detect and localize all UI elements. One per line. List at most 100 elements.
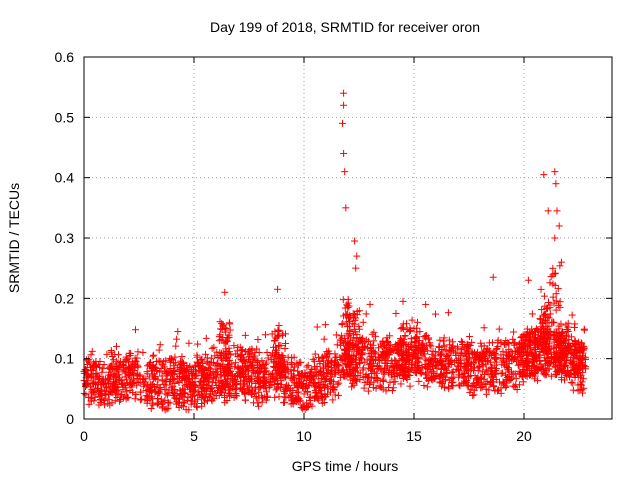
- data-point: [213, 360, 221, 368]
- data-point: [356, 334, 364, 342]
- data-point: [181, 381, 189, 389]
- data-point: [340, 89, 348, 97]
- data-point: [446, 357, 454, 365]
- data-point: [133, 381, 141, 389]
- data-point: [398, 351, 406, 359]
- data-point: [381, 342, 389, 350]
- data-point: [568, 360, 576, 368]
- data-point: [438, 382, 446, 390]
- data-point: [564, 370, 572, 378]
- data-point: [359, 318, 367, 326]
- data-point: [136, 372, 144, 380]
- data-point: [232, 350, 240, 358]
- data-point: [147, 359, 155, 367]
- data-point: [262, 367, 270, 375]
- data-point: [368, 352, 376, 360]
- data-point: [104, 375, 112, 383]
- data-point: [329, 396, 337, 404]
- data-point: [267, 370, 275, 378]
- data-point: [423, 375, 431, 383]
- data-point: [399, 339, 407, 347]
- data-point: [550, 319, 558, 327]
- data-point: [208, 344, 216, 352]
- data-point: [210, 375, 218, 383]
- y-tick-label: 0.1: [55, 351, 75, 367]
- data-point: [442, 365, 450, 373]
- data-point: [184, 368, 192, 376]
- data-point: [93, 384, 101, 392]
- data-point: [251, 349, 259, 357]
- data-point: [436, 356, 444, 364]
- data-point: [169, 376, 177, 384]
- data-point: [383, 334, 391, 342]
- data-point: [261, 368, 269, 376]
- data-point: [339, 312, 347, 320]
- data-point: [316, 384, 324, 392]
- data-point: [480, 342, 488, 350]
- data-point: [545, 327, 553, 335]
- data-point: [263, 349, 271, 357]
- data-point: [395, 345, 403, 353]
- data-point: [91, 361, 99, 369]
- data-point: [217, 362, 225, 370]
- data-point: [271, 337, 279, 345]
- x-tick-label: 10: [296, 428, 312, 444]
- data-point: [496, 378, 504, 386]
- data-point: [405, 364, 413, 372]
- data-point: [571, 320, 579, 328]
- data-point: [369, 341, 377, 349]
- data-point: [398, 324, 406, 332]
- data-point: [162, 370, 170, 378]
- data-point: [531, 331, 539, 339]
- data-point: [511, 339, 519, 347]
- data-point: [551, 168, 559, 176]
- data-point: [248, 361, 256, 369]
- data-point: [321, 321, 329, 329]
- data-point: [570, 354, 578, 362]
- x-axis-label: GPS time / hours: [292, 458, 399, 474]
- data-point: [454, 345, 462, 353]
- data-point: [487, 358, 495, 366]
- data-point: [461, 379, 469, 387]
- data-point: [555, 366, 563, 374]
- data-point: [230, 394, 238, 402]
- data-point: [312, 394, 320, 402]
- data-point: [537, 323, 545, 331]
- data-point: [531, 345, 539, 353]
- data-point: [476, 363, 484, 371]
- data-point: [491, 367, 499, 375]
- data-point: [502, 371, 510, 379]
- data-point: [356, 359, 364, 367]
- data-point: [362, 310, 370, 318]
- data-point: [93, 372, 101, 380]
- data-point: [415, 377, 423, 385]
- data-point: [122, 357, 130, 365]
- data-point: [352, 264, 360, 272]
- data-point: [578, 346, 586, 354]
- data-point: [112, 391, 120, 399]
- data-point: [427, 342, 435, 350]
- data-point: [139, 348, 147, 356]
- data-point: [532, 327, 540, 335]
- data-point: [422, 334, 430, 342]
- data-point: [405, 357, 413, 365]
- data-point: [89, 380, 97, 388]
- data-point: [132, 391, 140, 399]
- data-point: [244, 367, 252, 375]
- data-point: [382, 347, 390, 355]
- data-point: [130, 367, 138, 375]
- data-point: [272, 353, 280, 361]
- data-point: [215, 361, 223, 369]
- data-point: [401, 371, 409, 379]
- data-point: [250, 367, 258, 375]
- data-point: [478, 354, 486, 362]
- data-point: [564, 319, 572, 327]
- data-point: [491, 386, 499, 394]
- data-point: [401, 360, 409, 368]
- data-point: [542, 357, 550, 365]
- data-point: [161, 385, 169, 393]
- data-point: [280, 398, 288, 406]
- data-point: [194, 340, 202, 348]
- data-point: [158, 404, 166, 412]
